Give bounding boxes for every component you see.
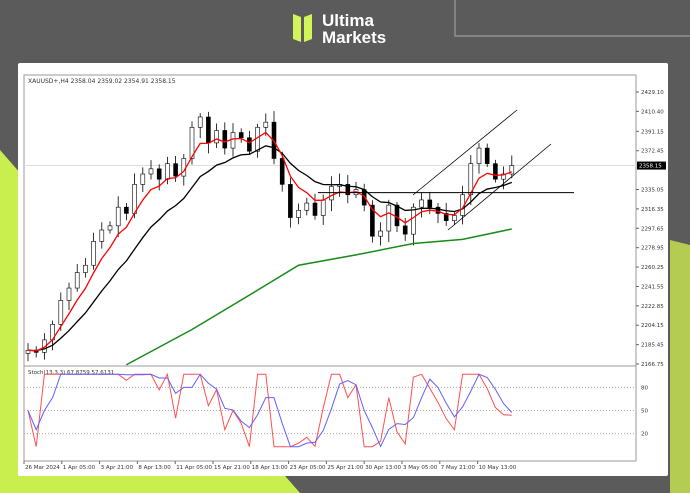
candle <box>329 186 334 201</box>
candle <box>238 132 244 139</box>
candle <box>222 130 228 149</box>
x-tick-label: 3 May 05:00 <box>403 465 438 471</box>
channel-upper <box>412 109 518 196</box>
candle <box>263 121 269 128</box>
candle <box>247 137 252 152</box>
candle <box>443 213 449 221</box>
x-tick-label: 1 Apr 05:00 <box>63 465 96 471</box>
candle <box>411 206 416 235</box>
accent-shape-right <box>670 240 690 493</box>
y-tick-label: 2372.45 <box>641 149 664 155</box>
logo-mark-icon <box>293 14 312 42</box>
x-tick-label: 15 Apr 21:00 <box>214 465 250 471</box>
y-tick-label: 2391.15 <box>641 129 664 135</box>
candle <box>165 163 170 180</box>
candle <box>58 300 64 325</box>
candle <box>320 199 326 216</box>
ma-mid-line <box>27 145 513 352</box>
y-tick-label: 2222.85 <box>641 304 664 310</box>
candle <box>91 241 96 266</box>
stoch-signal-line <box>27 373 513 448</box>
stoch-level-label: 20 <box>641 432 648 438</box>
candle <box>452 215 457 221</box>
candle <box>173 163 178 177</box>
candle <box>197 116 203 128</box>
x-tick-label: 23 Apr 05:00 <box>290 465 326 471</box>
candle <box>493 163 498 180</box>
candle <box>345 184 351 196</box>
candle <box>124 206 129 214</box>
candle <box>115 206 121 227</box>
y-tick-label: 2185.45 <box>641 343 664 349</box>
candle <box>312 202 318 216</box>
stoch-label: Stoch(13,3,3) 67.8759 57.6131 <box>28 370 114 376</box>
channel-lower <box>447 143 552 231</box>
x-tick-label: 18 Apr 13:00 <box>252 465 288 471</box>
y-tick-label: 2335.05 <box>641 188 664 194</box>
candle <box>386 204 392 232</box>
candle <box>74 272 80 289</box>
price-chart: XAUUSD+,H4 2358.04 2359.02 2354.91 2358.… <box>23 74 666 471</box>
candle <box>370 204 375 237</box>
y-tick-label: 2241.55 <box>641 284 664 290</box>
candle <box>156 168 162 180</box>
candle <box>279 158 285 185</box>
ma-slow-line <box>126 228 512 366</box>
candle <box>181 158 187 177</box>
candle <box>107 225 113 231</box>
candle <box>476 147 482 164</box>
candle <box>214 130 219 144</box>
candle <box>468 163 474 196</box>
logo-text-1: Ultima <box>322 11 374 30</box>
candle <box>509 165 515 175</box>
x-tick-label: 30 Apr 13:00 <box>365 465 401 471</box>
candle <box>189 127 195 159</box>
stoch-level-label: 50 <box>641 409 648 415</box>
candle <box>255 127 260 152</box>
x-tick-label: 3 Apr 21:00 <box>101 465 134 471</box>
symbol-header: XAUUSD+,H4 2358.04 2359.02 2354.91 2358.… <box>28 78 176 85</box>
y-tick-label: 2260.25 <box>641 265 664 271</box>
price-tag <box>637 161 666 170</box>
stoch-level-label: 80 <box>641 385 648 391</box>
candle <box>378 230 383 237</box>
candle <box>66 287 72 301</box>
y-tick-label: 2316.35 <box>641 207 664 213</box>
y-tick-label: 2410.40 <box>641 109 664 115</box>
x-tick-label: 7 May 21:00 <box>441 465 476 471</box>
candle <box>288 184 293 218</box>
x-tick-label: 8 Apr 13:00 <box>138 465 171 471</box>
ma-fast-line <box>27 131 513 352</box>
x-tick-label: 10 May 13:00 <box>479 465 517 471</box>
deco-line <box>454 0 690 37</box>
candle <box>99 229 105 242</box>
logo: Ultima Markets <box>292 12 386 46</box>
y-tick-label: 2204.15 <box>641 323 664 329</box>
x-tick-label: 26 Mar 2024 <box>25 465 60 471</box>
candle <box>484 147 490 164</box>
candle <box>132 184 137 214</box>
y-tick-label: 2278.95 <box>641 246 664 252</box>
candle <box>304 202 310 211</box>
plot-border <box>23 74 637 462</box>
candle <box>419 199 424 208</box>
candle <box>230 132 236 149</box>
y-tick-label: 2297.65 <box>641 226 664 232</box>
candle <box>148 168 154 175</box>
x-tick-label: 11 Apr 05:00 <box>176 465 212 471</box>
candle <box>435 206 441 214</box>
price-tag-label: 2358.15 <box>639 164 662 170</box>
y-tick-label: 2166.75 <box>641 362 664 368</box>
candle <box>140 173 146 185</box>
candle <box>296 209 301 218</box>
candle <box>83 264 88 273</box>
candle <box>402 225 408 235</box>
x-tick-label: 25 Apr 21:00 <box>327 465 363 471</box>
candle <box>394 204 400 227</box>
y-tick-label: 2429.10 <box>641 90 664 96</box>
logo-text-2: Markets <box>322 28 387 47</box>
candle <box>206 116 211 144</box>
candle <box>501 173 506 180</box>
candle <box>427 199 433 208</box>
